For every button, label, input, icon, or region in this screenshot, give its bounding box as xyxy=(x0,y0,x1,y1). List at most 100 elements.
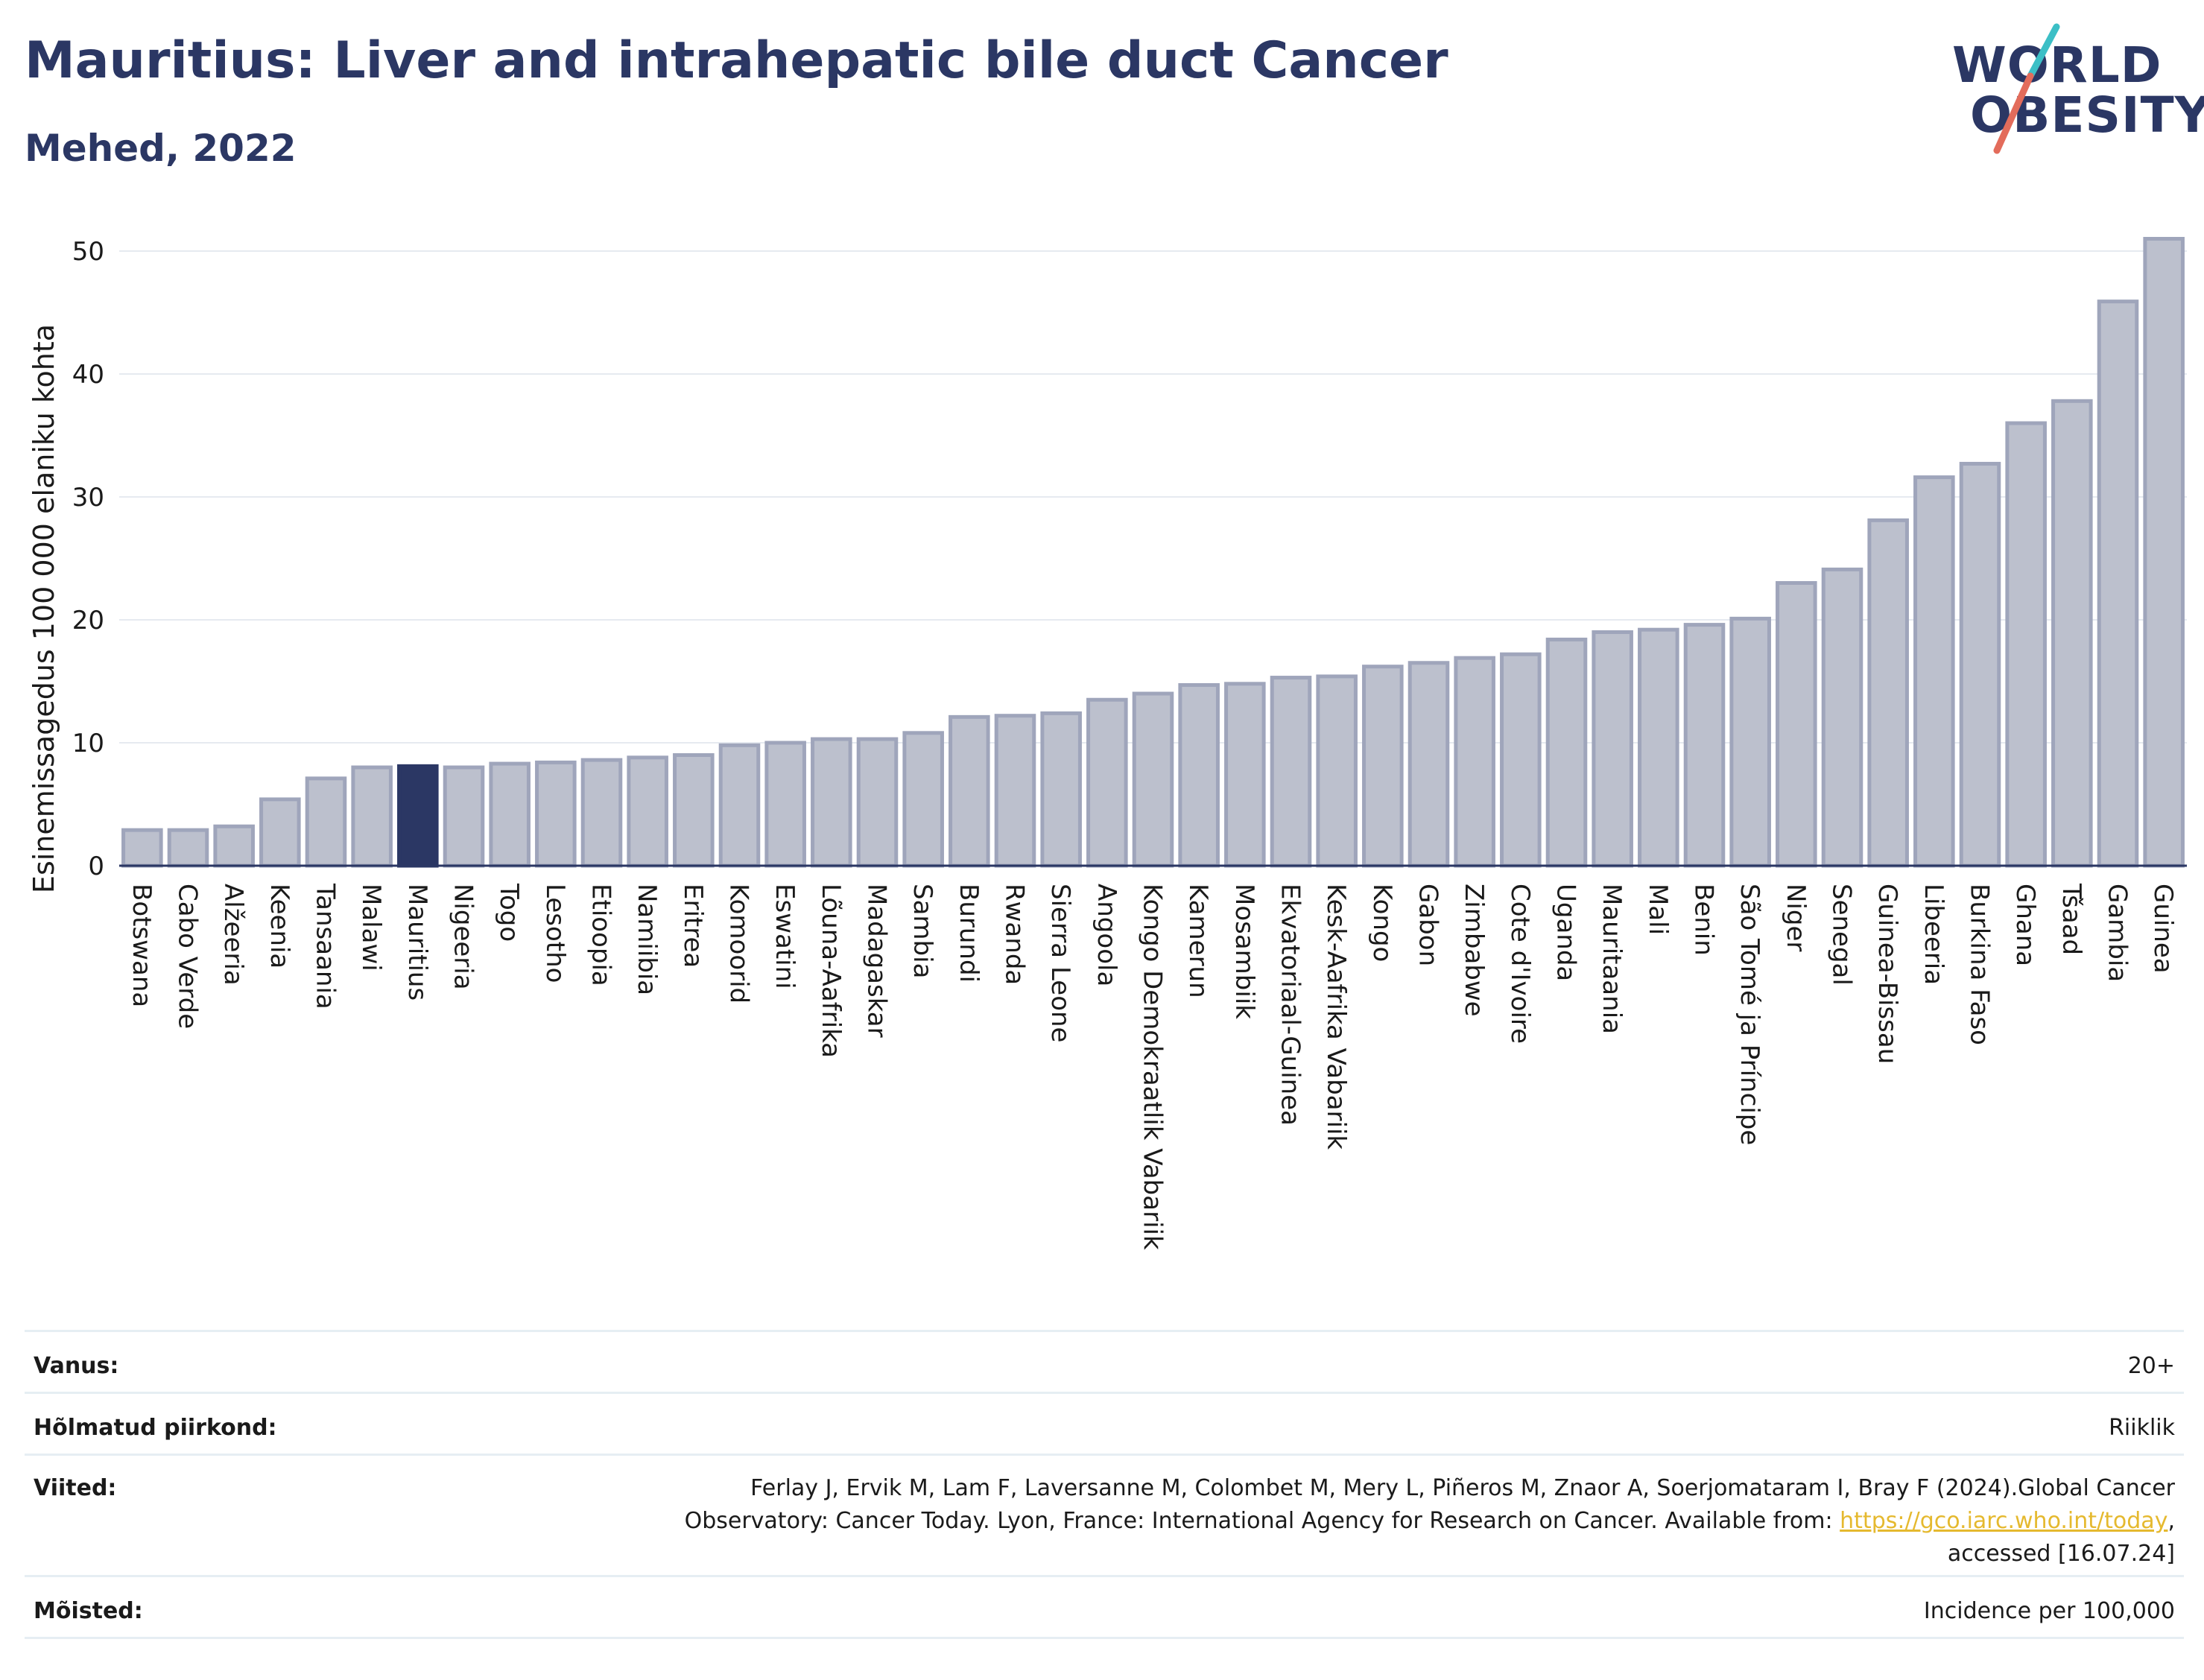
refs-link[interactable]: https://gco.iarc.who.int/today xyxy=(1840,1508,2168,1534)
bar-nigeeria[interactable] xyxy=(443,765,485,868)
bar-benin[interactable] xyxy=(1683,623,1726,868)
x-tick-label: Cote d'Ivoire xyxy=(1505,884,1535,1044)
x-tick-label: Kongo Demokraatlik Vabariik xyxy=(1138,884,1168,1250)
x-tick-label: Cabo Verde xyxy=(173,884,203,1029)
y-tick-label: 30 xyxy=(72,483,104,513)
y-tick-label: 20 xyxy=(72,606,104,635)
y-axis-label: Esinemissagedus 100 000 elaniku kohta xyxy=(28,324,60,893)
bar-lesotho[interactable] xyxy=(535,760,577,868)
meta-refs-label: Viited: xyxy=(34,1475,117,1501)
metadata-table: Vanus: 20+ Hõlmatud piirkond: Riiklik Vi… xyxy=(25,1330,2184,1639)
meta-def-value: Incidence per 100,000 xyxy=(1923,1598,2175,1624)
bar-uganda[interactable] xyxy=(1545,637,1588,868)
bar-guinea-bissau[interactable] xyxy=(1867,518,1909,868)
chart-subtitle: Mehed, 2022 xyxy=(25,127,297,170)
logo-word-world: WORLD xyxy=(1952,37,2162,94)
bar-libeeria[interactable] xyxy=(1913,475,1955,868)
x-tick-label: Tšaad xyxy=(2056,883,2086,955)
x-tick-label: São Tomé ja Príncipe xyxy=(1735,884,1764,1145)
refs-line-1: Ferlay J, Ervik M, Lam F, Laversanne M, … xyxy=(750,1475,2175,1501)
meta-age-value: 20+ xyxy=(2127,1353,2175,1379)
bar-gabon[interactable] xyxy=(1407,661,1450,868)
logo-slash-icon xyxy=(1993,23,2060,154)
bar-senegal[interactable] xyxy=(1821,567,1863,868)
x-tick-label: Angoola xyxy=(1092,884,1121,986)
y-tick-label: 0 xyxy=(88,852,104,881)
bar-t-aad[interactable] xyxy=(2051,399,2093,868)
y-tick-label: 50 xyxy=(72,237,104,267)
refs-line-3: accessed [16.07.24] xyxy=(1947,1541,2175,1567)
bar-tansaania[interactable] xyxy=(305,776,347,868)
x-tick-label: Mosambiik xyxy=(1229,884,1259,1019)
x-tick-label: Keenia xyxy=(265,884,294,969)
x-tick-label: Gabon xyxy=(1413,884,1443,966)
bar-mosambiik[interactable] xyxy=(1224,682,1266,868)
bar-niger[interactable] xyxy=(1776,581,1817,868)
bar-eritrea[interactable] xyxy=(673,753,715,868)
bar-burkina-faso[interactable] xyxy=(1959,461,2001,868)
bars xyxy=(121,237,2185,868)
bar-ghana[interactable] xyxy=(2005,421,2047,868)
x-tick-label: Kongo xyxy=(1367,884,1397,962)
x-tick-label: Senegal xyxy=(1827,884,1857,986)
bar-cote-d-ivoire[interactable] xyxy=(1500,652,1542,868)
meta-row-region: Hõlmatud piirkond: Riiklik xyxy=(25,1392,2184,1454)
bar-rwanda[interactable] xyxy=(994,714,1036,868)
bar-kongo-demokraatlik-vabariik[interactable] xyxy=(1132,691,1174,868)
bar-mauritaania[interactable] xyxy=(1592,630,1633,868)
x-tick-label: Mauritius xyxy=(402,884,432,1001)
bar-mali[interactable] xyxy=(1638,627,1679,868)
x-tick-label: Gambia xyxy=(2103,884,2132,982)
x-tick-label: Guinea xyxy=(2148,884,2178,974)
x-tick-label: Botswana xyxy=(127,884,156,1007)
bar-s-o-tom-ja-pr-ncipe[interactable] xyxy=(1729,616,1771,868)
x-tick-label: Nigeeria xyxy=(449,884,478,990)
x-tick-label: Mauritaania xyxy=(1597,884,1627,1034)
bar-madagaskar[interactable] xyxy=(856,737,899,868)
bar-kamerun[interactable] xyxy=(1178,682,1220,868)
bar-togo[interactable] xyxy=(489,761,531,868)
bar-mauritius[interactable] xyxy=(397,764,439,868)
bar-keenia[interactable] xyxy=(259,797,301,868)
y-tick-label: 40 xyxy=(72,360,104,390)
x-tick-label: Togo xyxy=(494,883,524,942)
bar-sambia[interactable] xyxy=(902,731,944,868)
bar-ekvatoriaal-guinea[interactable] xyxy=(1270,676,1312,868)
bar-etioopia[interactable] xyxy=(580,758,623,868)
bar-al-eeria[interactable] xyxy=(213,824,255,868)
y-axis-ticks: 0 10 20 30 40 50 xyxy=(72,237,104,881)
x-tick-label: Benin xyxy=(1689,884,1719,956)
y-tick-label: 10 xyxy=(72,729,104,758)
bar-kesk-aafrika-vabariik[interactable] xyxy=(1316,674,1358,868)
x-tick-label: Kamerun xyxy=(1183,884,1213,998)
bar-malawi[interactable] xyxy=(351,765,393,868)
x-tick-label: Lesotho xyxy=(540,884,570,983)
meta-region-value: Riiklik xyxy=(2109,1415,2175,1441)
bar-angoola[interactable] xyxy=(1086,697,1128,868)
bar-zimbabwe[interactable] xyxy=(1454,656,1495,868)
meta-row-definitions: Mõisted: Incidence per 100,000 xyxy=(25,1575,2184,1639)
bar-burundi[interactable] xyxy=(949,714,990,868)
x-tick-label: Namiibia xyxy=(632,884,662,995)
bar-kongo[interactable] xyxy=(1362,665,1404,868)
bar-cabo-verde[interactable] xyxy=(167,828,209,868)
x-tick-label: Mali xyxy=(1643,884,1673,935)
bar-botswana[interactable] xyxy=(121,828,163,868)
x-tick-label: Rwanda xyxy=(1000,884,1030,985)
meta-def-label: Mõisted: xyxy=(34,1598,143,1624)
x-tick-label: Lõuna-Aafrika xyxy=(816,884,846,1058)
bar-sierra-leone[interactable] xyxy=(1040,711,1082,868)
x-tick-label: Niger xyxy=(1781,884,1811,951)
bar-guinea[interactable] xyxy=(2143,237,2185,868)
bar-l-una-aafrika[interactable] xyxy=(811,737,852,868)
bar-namiibia[interactable] xyxy=(627,755,668,868)
meta-age-label: Vanus: xyxy=(34,1353,119,1379)
x-tick-label: Burundi xyxy=(954,884,984,983)
bar-gambia[interactable] xyxy=(2097,299,2139,868)
world-obesity-logo: WORLD OBESITY xyxy=(1937,22,2204,164)
bar-komoorid[interactable] xyxy=(718,743,761,868)
bar-eswatini[interactable] xyxy=(764,741,806,868)
meta-row-references: Viited: Ferlay J, Ervik M, Lam F, Lavers… xyxy=(25,1454,2184,1575)
x-axis-labels: Botswana Cabo Verde Alžeeria Keenia Tansaani… xyxy=(127,883,2178,1250)
refs-line-2-end: , xyxy=(2167,1508,2175,1534)
